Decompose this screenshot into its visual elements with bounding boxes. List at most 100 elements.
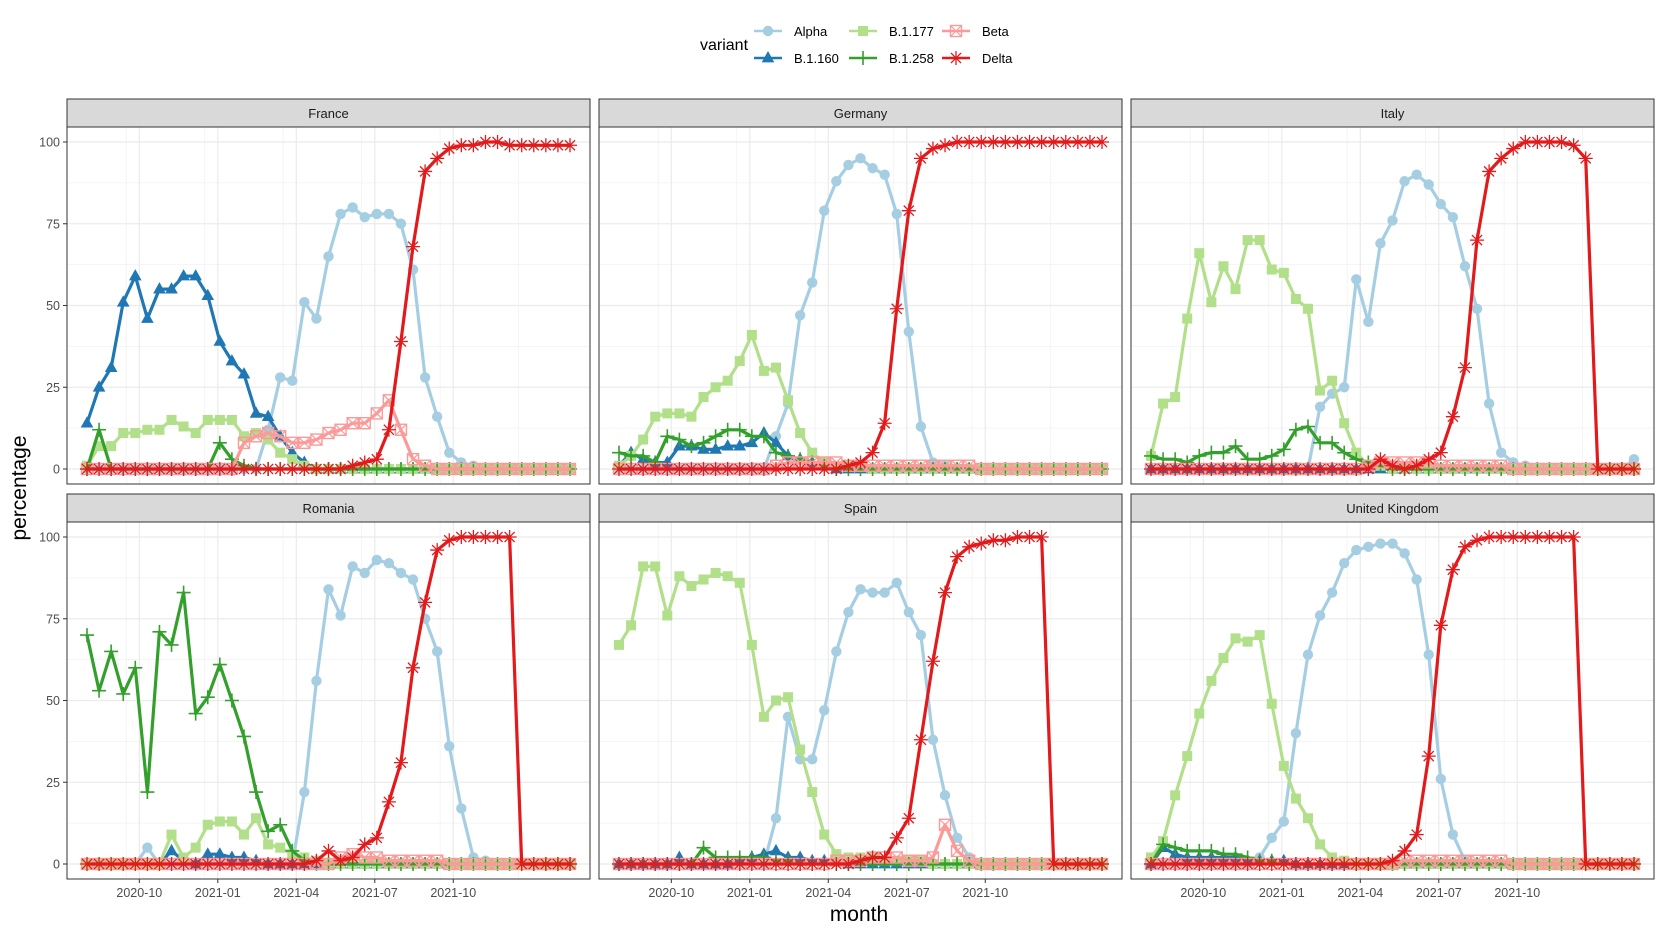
point-spain-b-1-177-12	[758, 711, 769, 722]
point-france-beta-17	[286, 436, 299, 450]
point-spain-alpha-20	[855, 584, 866, 595]
point-romania-b-1-258-14	[249, 785, 264, 800]
point-united-kingdom-b-1-258-3	[1180, 843, 1195, 858]
point-france-beta-37	[527, 462, 540, 476]
point-france-beta-14	[249, 430, 263, 443]
point-united-kingdom-delta-19	[1373, 857, 1388, 871]
point-united-kingdom-beta-33	[1543, 857, 1556, 871]
point-united-kingdom-b-1-177-4	[1194, 708, 1205, 719]
point-germany-beta-37	[1059, 462, 1072, 476]
point-spain-b-1-177-16	[807, 787, 818, 798]
point-germany-b-1-177-8	[710, 382, 721, 393]
point-italy-b-1-177-11	[1278, 267, 1289, 278]
point-germany-b-1-258-4	[660, 429, 675, 444]
point-spain-delta-5	[672, 857, 687, 871]
point-spain-delta-6	[684, 857, 699, 871]
point-romania-b-1-258-9	[188, 706, 203, 721]
point-italy-beta-32	[1531, 462, 1544, 476]
point-france-delta-7	[164, 462, 179, 476]
point-united-kingdom-delta-17	[1349, 857, 1364, 871]
point-romania-b-1-258-0	[80, 628, 94, 643]
point-germany-alpha-18	[831, 176, 842, 187]
point-spain-b-1-258-7	[696, 840, 711, 855]
point-romania-delta-0	[80, 857, 94, 871]
point-germany-delta-29	[962, 135, 977, 149]
point-united-kingdom-delta-33	[1542, 530, 1557, 544]
point-united-kingdom-beta-28	[1482, 854, 1496, 867]
point-united-kingdom-alpha-21	[1399, 548, 1410, 559]
point-germany-b-1-177-10	[734, 356, 745, 367]
point-germany-alpha-22	[879, 169, 890, 180]
point-germany-delta-2	[636, 462, 651, 476]
point-romania-b-1-258-24	[369, 857, 384, 871]
point-spain-b-1-258-27	[938, 857, 953, 871]
point-united-kingdom-beta-27	[1470, 854, 1484, 867]
y-axis-title: percentage	[8, 435, 31, 540]
point-romania-b-1-258-5	[140, 785, 155, 800]
point-germany-b-1-177-3	[650, 411, 661, 422]
point-italy-delta-17	[1349, 462, 1364, 476]
point-romania-b-1-160-7	[165, 843, 178, 856]
point-italy-beta-33	[1543, 462, 1556, 476]
point-italy-delta-16	[1337, 462, 1352, 476]
point-france-delta-4	[128, 462, 143, 476]
point-italy-b-1-258-16	[1337, 445, 1352, 460]
point-united-kingdom-delta-7	[1228, 857, 1243, 871]
point-romania-delta-35	[502, 530, 517, 544]
point-united-kingdom-delta-35	[1566, 530, 1581, 544]
point-united-kingdom-beta-26	[1458, 854, 1472, 867]
legend-label-delta: Delta	[982, 51, 1013, 66]
point-romania-b-1-258-2	[104, 644, 119, 659]
point-germany-delta-31	[986, 135, 1001, 149]
point-spain-delta-33	[1010, 530, 1025, 544]
point-romania-delta-19	[309, 853, 324, 868]
point-germany-delta-35	[1034, 135, 1049, 149]
point-romania-alpha-29	[431, 646, 443, 657]
point-germany-delta-30	[974, 135, 989, 149]
point-romania-delta-9	[188, 857, 203, 871]
point-france-b-1-160-12	[225, 354, 239, 366]
series-romania-delta	[80, 530, 577, 871]
point-germany-b-1-177-15	[795, 428, 806, 439]
point-france-b-1-160-15	[261, 409, 275, 422]
point-spain-b-1-177-4	[662, 610, 673, 621]
point-italy-b-1-258-12	[1288, 422, 1303, 437]
point-italy-delta-35	[1566, 138, 1581, 153]
point-spain-delta-37	[1058, 857, 1073, 871]
point-italy-b-1-258-13	[1300, 419, 1315, 434]
point-germany-delta-32	[998, 135, 1013, 149]
x-tick-label-united-kingdom-1: 2021-01	[1259, 886, 1305, 900]
point-united-kingdom-delta-16	[1337, 857, 1352, 871]
point-romania-delta-12	[224, 857, 239, 871]
point-italy-delta-22	[1409, 458, 1424, 473]
point-france-delta-8	[176, 462, 191, 476]
point-spain-beta-31	[987, 857, 1000, 871]
legend-label-b-1-258: B.1.258	[889, 51, 934, 66]
point-romania-delta-34	[490, 530, 505, 544]
point-france-alpha-19	[311, 313, 322, 324]
legend-title: variant	[700, 37, 749, 54]
point-united-kingdom-alpha-13	[1302, 649, 1314, 660]
point-germany-delta-15	[793, 462, 808, 476]
point-france-b-1-160-2	[104, 360, 118, 372]
point-united-kingdom-delta-40	[1627, 857, 1641, 871]
point-united-kingdom-delta-29	[1494, 530, 1509, 544]
point-italy-delta-23	[1421, 452, 1436, 467]
point-germany-delta-10	[732, 462, 747, 476]
point-germany-delta-16	[805, 462, 820, 476]
point-france-b-1-177-5	[142, 424, 153, 435]
point-germany-delta-3	[648, 462, 663, 476]
point-italy-b-1-177-7	[1230, 284, 1241, 295]
point-france-delta-26	[393, 334, 408, 349]
point-romania-b-1-160-10	[201, 847, 215, 859]
point-romania-delta-33	[478, 530, 493, 544]
point-france-beta-27	[406, 452, 420, 466]
point-france-alpha-17	[287, 375, 298, 386]
point-united-kingdom-beta-22	[1410, 854, 1423, 867]
point-italy-delta-38	[1602, 462, 1617, 476]
point-united-kingdom-b-1-177-3	[1182, 751, 1193, 762]
x-tick-label-united-kingdom-4: 2021-10	[1494, 886, 1540, 900]
point-romania-b-1-258-10	[200, 690, 215, 705]
point-italy-delta-26	[1457, 360, 1472, 375]
y-tick-label-france-0: 0	[53, 463, 60, 477]
